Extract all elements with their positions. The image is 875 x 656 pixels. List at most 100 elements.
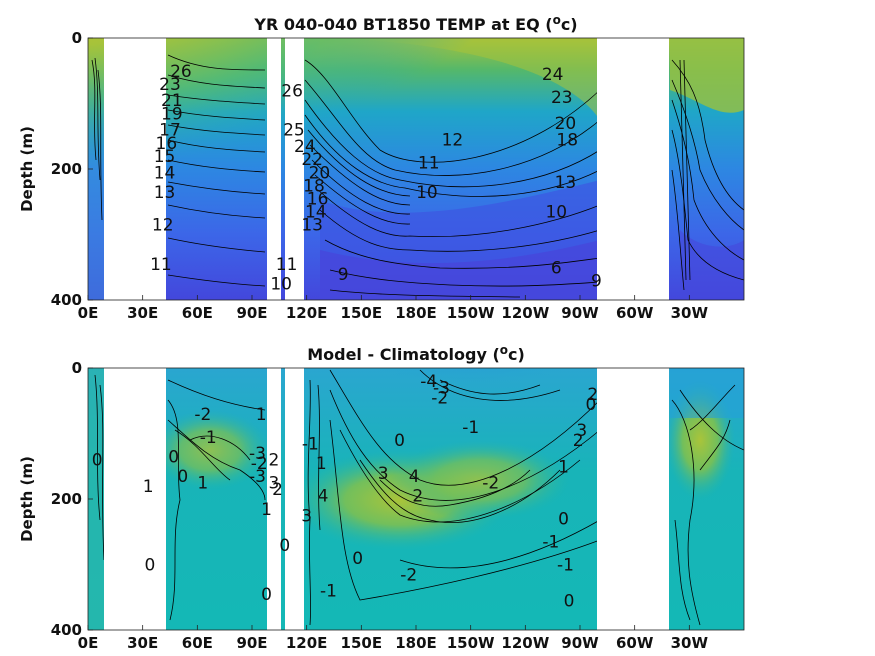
contour-label: -3 xyxy=(249,444,266,464)
contour-label: 0 xyxy=(352,549,363,569)
contour-label: -4 xyxy=(420,372,437,392)
contour-label: 9 xyxy=(591,271,602,291)
bottom-land-gaps xyxy=(104,368,669,632)
contour-label: 0 xyxy=(564,592,575,612)
x-tick-label: 120W xyxy=(501,634,549,652)
contour-label: 11 xyxy=(150,255,172,275)
contour-label: 0 xyxy=(279,536,290,556)
x-tick-label: 30E xyxy=(127,634,158,652)
y-tick-label: 200 xyxy=(51,490,82,508)
contour-label: 12 xyxy=(152,216,174,236)
top-contour-lines xyxy=(91,54,744,298)
x-tick-label: 0E xyxy=(78,634,99,652)
contour-label: 2 xyxy=(412,487,423,507)
contour-label: 18 xyxy=(556,131,578,151)
top-x-ticks: 0E 30E 60E 90E 120E 150E 180E 150W 120W 90W 60W 30W xyxy=(78,295,709,322)
contour-label: 3 xyxy=(301,506,312,526)
contour-label: 14 xyxy=(305,203,327,223)
x-tick-label: 60E xyxy=(182,304,213,322)
top-y-ticks: 0 200 400 xyxy=(51,29,93,309)
contour-label: 0 xyxy=(394,431,405,451)
contour-label: 10 xyxy=(416,183,438,203)
contour-label: 0 xyxy=(177,467,188,487)
top-chart-title: YR 040-040 BT1850 TEMP at EQ (oc) xyxy=(253,13,577,34)
y-tick-label: 400 xyxy=(51,291,82,309)
x-tick-label: 180E xyxy=(395,634,437,652)
contour-label: 1 xyxy=(197,474,208,494)
x-tick-label: 60W xyxy=(616,304,654,322)
contour-label: 15 xyxy=(154,147,176,167)
x-tick-label: 60E xyxy=(182,634,213,652)
x-tick-label: 90W xyxy=(561,304,599,322)
bottom-contour-labels: 010-2-100 11-3-2-32-11321430030420-2-1-4-… xyxy=(92,372,598,611)
contour-label: 1 xyxy=(316,454,327,474)
contour-label: 4 xyxy=(318,487,329,507)
x-tick-label: 150W xyxy=(447,304,495,322)
contour-label: 0 xyxy=(145,556,156,576)
y-tick-label: 200 xyxy=(51,160,82,178)
contour-label: -3 xyxy=(433,379,450,399)
contour-label: -2 xyxy=(431,388,448,408)
x-tick-label: 150W xyxy=(447,634,495,652)
contour-label: -1 xyxy=(557,556,574,576)
contour-label: 21 xyxy=(161,91,183,111)
contour-label: 18 xyxy=(303,176,325,196)
x-tick-label: 90W xyxy=(561,634,599,652)
contour-label: 1 xyxy=(143,477,154,497)
contour-label: 0 xyxy=(586,395,597,415)
contour-label: -1 xyxy=(320,582,337,602)
contour-label: 10 xyxy=(545,203,567,223)
contour-label: -1 xyxy=(462,418,479,438)
top-panel: 2623211917161514131211262524222018161413… xyxy=(18,13,745,322)
contour-label: 13 xyxy=(154,183,176,203)
bottom-chart-title: Model - Climatology (oc) xyxy=(307,343,525,364)
contour-label: 0 xyxy=(261,585,272,605)
contour-label: -2 xyxy=(400,565,417,585)
contour-label: 24 xyxy=(294,137,316,157)
x-tick-label: 120E xyxy=(286,304,328,322)
contour-label: 24 xyxy=(542,65,564,85)
contour-label: -1 xyxy=(302,434,319,454)
contour-label: -2 xyxy=(482,474,499,494)
contour-label: 19 xyxy=(161,104,183,124)
contour-label: 13 xyxy=(555,173,577,193)
contour-label: -3 xyxy=(249,467,266,487)
contour-label: 10 xyxy=(270,275,292,295)
x-tick-label: 60W xyxy=(616,634,654,652)
contour-label: 6 xyxy=(551,258,562,278)
contour-label: 22 xyxy=(301,150,323,170)
x-tick-label: 0E xyxy=(78,304,99,322)
contour-label: 2 xyxy=(268,451,279,471)
contour-label: 23 xyxy=(159,75,181,95)
x-tick-label: 180E xyxy=(395,304,437,322)
top-y-axis-label: Depth (m) xyxy=(18,126,36,212)
contour-label: 1 xyxy=(256,405,267,425)
x-tick-label: 30E xyxy=(127,304,158,322)
contour-label: -1 xyxy=(200,428,217,448)
contour-label: 0 xyxy=(168,447,179,467)
contour-label: 20 xyxy=(555,114,577,134)
x-tick-label: 30W xyxy=(671,304,709,322)
y-tick-label: 0 xyxy=(72,29,82,47)
contour-label: 1 xyxy=(558,457,569,477)
contour-label: 17 xyxy=(159,121,181,141)
contour-label: 16 xyxy=(156,134,178,154)
contour-label: 1 xyxy=(261,500,272,520)
contour-label: 26 xyxy=(170,62,192,82)
contour-label: 2 xyxy=(573,431,584,451)
contour-label: 16 xyxy=(307,189,329,209)
contour-label: -2 xyxy=(194,405,211,425)
contour-label: 0 xyxy=(92,451,103,471)
x-tick-label: 90E xyxy=(236,304,267,322)
contour-label: 26 xyxy=(281,81,303,101)
contour-label: 2 xyxy=(272,480,283,500)
contour-label: 3 xyxy=(268,474,279,494)
contour-label: 11 xyxy=(418,153,440,173)
contour-label: 0 xyxy=(558,510,569,530)
bottom-x-ticks: 0E 30E 60E 90E 120E 150E 180E 150W 120W 90W 60W 30W xyxy=(78,625,709,652)
x-tick-label: 30W xyxy=(671,634,709,652)
contour-label: 3 xyxy=(576,421,587,441)
top-land-gaps xyxy=(104,38,669,302)
contour-label: 9 xyxy=(338,265,349,285)
